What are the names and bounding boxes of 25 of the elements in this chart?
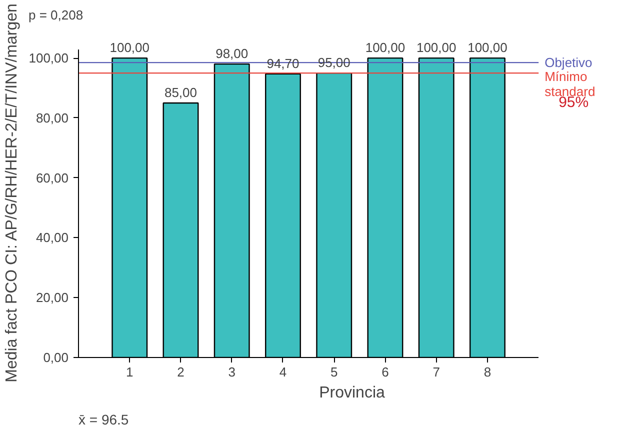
x-tick-label: 2 (177, 364, 184, 380)
x-tick-label: 3 (228, 364, 236, 380)
ref-line-label: Objetivo (544, 55, 592, 70)
x-tick-label: 6 (382, 364, 389, 380)
y-tick-label: 40,00 (36, 230, 69, 246)
data-label: 100,00 (110, 40, 150, 56)
y-tick-label: 0,00 (43, 350, 69, 365)
x-tick-label: 1 (126, 364, 134, 380)
text: x̄ = 96.5 (78, 412, 129, 428)
data-label: 98,00 (216, 46, 248, 62)
y-axis-title: Media fact PCO CI: AP/G/RH/HER-2/E/T/INV/margen (4, 4, 21, 382)
x-axis-title: Provincia (319, 384, 386, 402)
data-label: 100,00 (416, 40, 456, 56)
x-tick-label: 8 (484, 364, 492, 380)
x-tick-label: 7 (432, 364, 440, 380)
x-tick-label: 5 (330, 364, 338, 380)
y-tick-label: 20,00 (36, 290, 69, 306)
y-tick-label: 60,00 (36, 170, 69, 186)
data-label: 100,00 (365, 40, 406, 56)
data-label: 85,00 (164, 84, 198, 100)
y-tick-label: 100,00 (28, 50, 69, 66)
x-tick-label: 4 (279, 364, 287, 380)
y-tick-label: 80,00 (36, 110, 69, 126)
data-label: 100,00 (468, 40, 508, 56)
text: p = 0,208 (28, 8, 84, 22)
